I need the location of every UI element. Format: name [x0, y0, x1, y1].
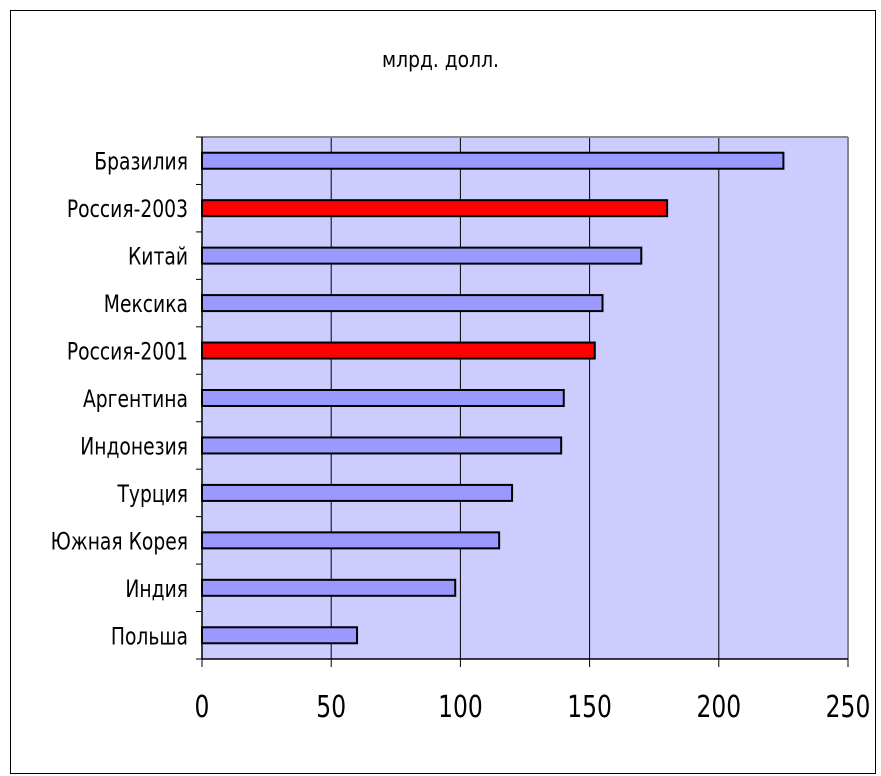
- category-label: Россия-2001: [67, 338, 188, 366]
- x-tick-label: 150: [567, 690, 612, 725]
- category-label: Польша: [111, 623, 188, 651]
- x-tick-label: 0: [195, 690, 210, 725]
- bar: [201, 483, 514, 502]
- bar: [201, 436, 563, 455]
- x-tick-label: 100: [438, 690, 483, 725]
- category-label: Южная Корея: [51, 528, 188, 556]
- bar: [201, 341, 596, 360]
- category-label: Индия: [125, 576, 188, 604]
- category-label: Китай: [128, 243, 188, 271]
- category-label: Турция: [117, 481, 188, 509]
- x-tick-label: 50: [316, 690, 346, 725]
- category-label: Россия-2003: [67, 196, 188, 224]
- category-label: Аргентина: [83, 386, 188, 414]
- x-tick-label: 250: [826, 690, 871, 725]
- bar: [201, 531, 501, 550]
- category-label: Индонезия: [80, 433, 188, 461]
- bar: [201, 246, 643, 265]
- category-label: Мексика: [104, 291, 188, 319]
- bar: [201, 578, 457, 597]
- x-tick-label: 200: [696, 690, 741, 725]
- bar: [201, 199, 669, 218]
- bar: [201, 294, 604, 313]
- bar: [201, 389, 565, 407]
- chart-title: млрд. долл.: [382, 48, 499, 73]
- bar: [201, 151, 785, 170]
- bar: [201, 626, 359, 645]
- category-label: Бразилия: [94, 149, 188, 177]
